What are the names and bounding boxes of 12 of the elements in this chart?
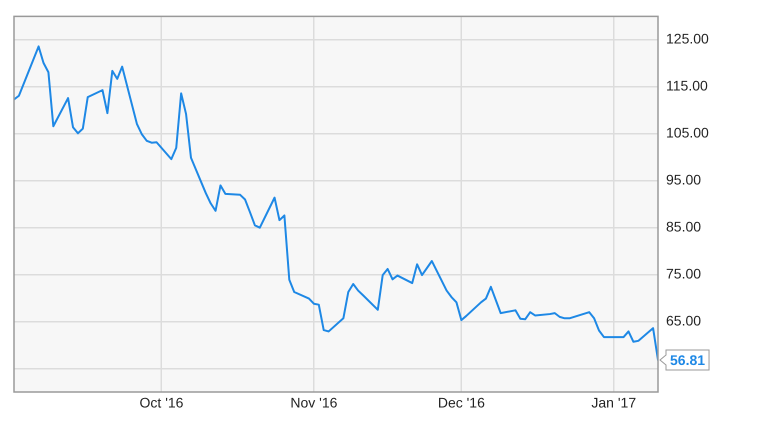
annotation: 56.81: [670, 352, 706, 368]
y-tick-label: 65.00: [666, 312, 702, 328]
y-tick-label: 95.00: [666, 172, 702, 188]
y-tick-label: 125.00: [666, 30, 710, 47]
y-tick-label: 85.00: [666, 218, 702, 235]
y-tick-label: 115.00: [666, 78, 708, 94]
x-tick-label: Dec '16: [438, 394, 486, 410]
x-tick-label: Jan '17: [591, 394, 636, 410]
x-tick-label: Oct '16: [140, 394, 184, 410]
y-tick-label: 75.00: [666, 265, 702, 282]
y-tick-label: 105.00: [666, 124, 710, 141]
x-tick-label: Nov '16: [290, 394, 338, 410]
